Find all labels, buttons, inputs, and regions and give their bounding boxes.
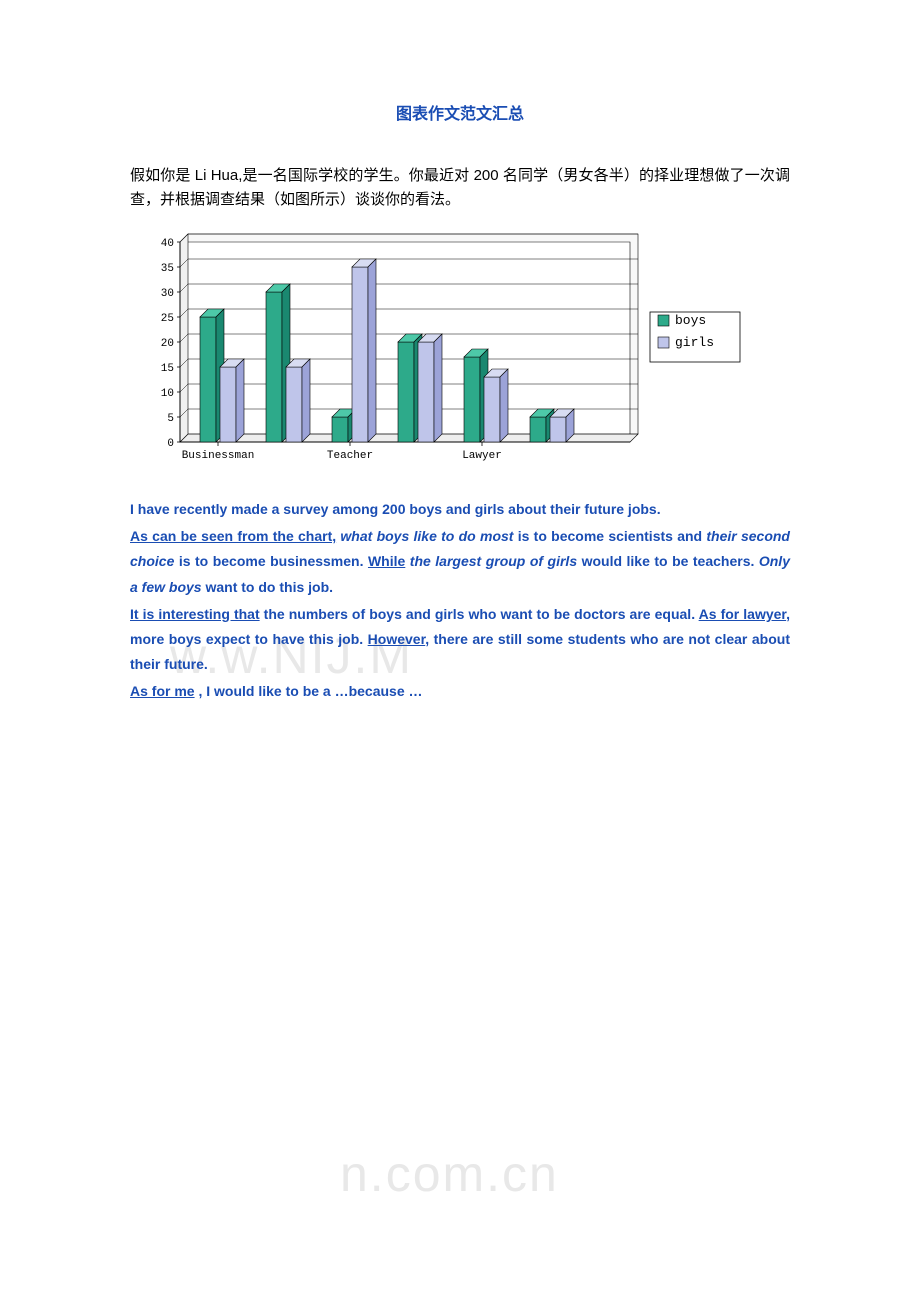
svg-text:15: 15 bbox=[161, 363, 174, 375]
page-title: 图表作文范文汇总 bbox=[130, 100, 790, 124]
svg-text:Teacher: Teacher bbox=[327, 450, 373, 462]
essay-p2: As can be seen from the chart, what boys… bbox=[130, 524, 790, 600]
svg-text:25: 25 bbox=[161, 313, 174, 325]
watermark: n.com.cn bbox=[340, 1145, 559, 1203]
essay-body: I have recently made a survey among 200 … bbox=[130, 497, 790, 705]
essay-p3: It is interesting that the numbers of bo… bbox=[130, 602, 790, 678]
svg-text:0: 0 bbox=[167, 438, 174, 450]
essay-p4: As for me , I would like to be a …becaus… bbox=[130, 679, 790, 704]
svg-text:20: 20 bbox=[161, 338, 174, 350]
svg-text:Businessman: Businessman bbox=[182, 450, 255, 462]
svg-text:10: 10 bbox=[161, 388, 174, 400]
svg-text:30: 30 bbox=[161, 288, 174, 300]
svg-text:Lawyer: Lawyer bbox=[462, 450, 502, 462]
svg-text:35: 35 bbox=[161, 263, 174, 275]
career-survey-chart: 0 5 10 15 20 25 30 35 40 Businessman Teacher Lawyer… bbox=[130, 232, 790, 472]
svg-text:boys: boys bbox=[675, 313, 706, 328]
svg-text:40: 40 bbox=[161, 238, 174, 250]
intro-paragraph: 假如你是 Li Hua,是一名国际学校的学生。你最近对 200 名同学（男女各半… bbox=[130, 164, 790, 212]
svg-text:5: 5 bbox=[167, 413, 174, 425]
essay-p1: I have recently made a survey among 200 … bbox=[130, 497, 790, 522]
svg-text:girls: girls bbox=[675, 335, 714, 350]
